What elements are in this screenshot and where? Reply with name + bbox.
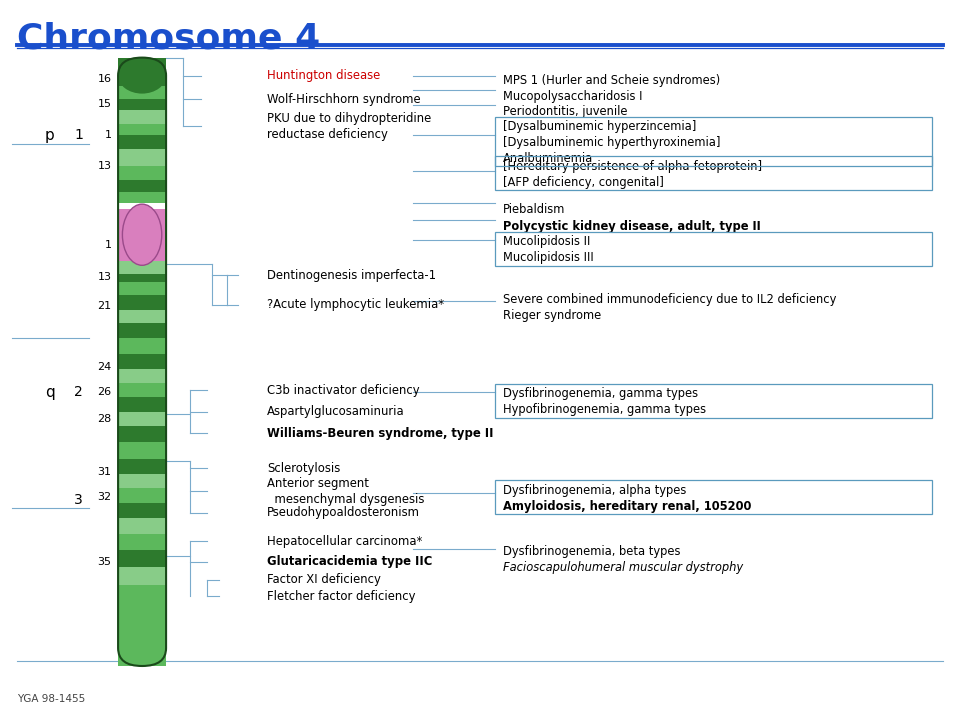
Text: 35: 35 bbox=[97, 557, 111, 567]
Bar bbox=[118, 442, 166, 459]
Text: [Hereditary persistence of alpha-fetoprotein]: [Hereditary persistence of alpha-fetopro… bbox=[503, 160, 762, 173]
Text: Aspartylglucosaminuria: Aspartylglucosaminuria bbox=[267, 405, 404, 418]
Text: 2: 2 bbox=[74, 385, 84, 400]
Bar bbox=[118, 474, 166, 488]
Text: 32: 32 bbox=[97, 492, 111, 502]
Text: 1: 1 bbox=[105, 130, 111, 140]
Bar bbox=[118, 166, 166, 180]
Text: Sclerotylosis: Sclerotylosis bbox=[267, 462, 340, 474]
Text: Pseudohypoaldosteronism: Pseudohypoaldosteronism bbox=[267, 506, 420, 519]
Bar bbox=[118, 383, 166, 397]
Bar bbox=[495, 480, 932, 514]
Text: 31: 31 bbox=[97, 467, 111, 477]
Text: Periodontitis, juvenile: Periodontitis, juvenile bbox=[503, 105, 628, 118]
Text: [Dysalbuminemic hyperthyroxinemia]: [Dysalbuminemic hyperthyroxinemia] bbox=[503, 136, 721, 149]
Text: Rieger syndrome: Rieger syndrome bbox=[503, 309, 601, 322]
Bar bbox=[118, 110, 166, 124]
Text: Analbuminemia: Analbuminemia bbox=[503, 152, 593, 165]
Text: Dentinogenesis imperfecta-1: Dentinogenesis imperfecta-1 bbox=[267, 269, 436, 282]
Bar bbox=[118, 369, 166, 383]
Bar bbox=[118, 397, 166, 412]
Text: YGA 98-1455: YGA 98-1455 bbox=[17, 694, 85, 704]
Text: Polycystic kidney disease, adult, type II: Polycystic kidney disease, adult, type I… bbox=[503, 220, 760, 233]
Bar bbox=[495, 384, 932, 418]
Text: q: q bbox=[45, 385, 55, 400]
Text: [AFP deficiency, congenital]: [AFP deficiency, congenital] bbox=[503, 176, 664, 189]
Text: ?Acute lymphocytic leukemia*: ?Acute lymphocytic leukemia* bbox=[267, 298, 444, 311]
Bar bbox=[118, 135, 166, 149]
Bar bbox=[495, 117, 932, 166]
Ellipse shape bbox=[122, 204, 161, 265]
Text: [Dysalbuminemic hyperzincemia]: [Dysalbuminemic hyperzincemia] bbox=[503, 120, 696, 133]
Text: Hypofibrinogenemia, gamma types: Hypofibrinogenemia, gamma types bbox=[503, 403, 707, 416]
Bar bbox=[118, 99, 166, 110]
Text: 21: 21 bbox=[97, 301, 111, 311]
Text: Anterior segment
  mesenchymal dysgenesis: Anterior segment mesenchymal dysgenesis bbox=[267, 477, 424, 505]
Text: Facioscapulohumeral muscular dystrophy: Facioscapulohumeral muscular dystrophy bbox=[503, 561, 743, 574]
Text: 16: 16 bbox=[97, 74, 111, 84]
Text: 13: 13 bbox=[97, 272, 111, 282]
Text: p: p bbox=[45, 128, 55, 143]
Bar bbox=[118, 338, 166, 354]
Text: C3b inactivator deficiency: C3b inactivator deficiency bbox=[267, 384, 420, 397]
Bar bbox=[118, 274, 166, 282]
Text: Dysfibrinogenemia, beta types: Dysfibrinogenemia, beta types bbox=[503, 545, 681, 558]
Bar bbox=[118, 86, 166, 99]
Ellipse shape bbox=[118, 630, 166, 666]
Text: Hepatocellular carcinoma*: Hepatocellular carcinoma* bbox=[267, 535, 422, 548]
Bar bbox=[118, 488, 166, 503]
Bar bbox=[118, 585, 166, 666]
Bar bbox=[118, 149, 166, 166]
Bar bbox=[118, 412, 166, 426]
Text: Dysfibrinogenemia, gamma types: Dysfibrinogenemia, gamma types bbox=[503, 387, 698, 400]
Ellipse shape bbox=[118, 58, 166, 94]
Text: Wolf-Hirschhorn syndrome: Wolf-Hirschhorn syndrome bbox=[267, 93, 420, 106]
Text: Huntington disease: Huntington disease bbox=[267, 69, 380, 82]
Bar bbox=[118, 209, 166, 261]
Text: Mucolipidosis III: Mucolipidosis III bbox=[503, 251, 594, 264]
Bar bbox=[118, 550, 166, 567]
Text: Piebaldism: Piebaldism bbox=[503, 203, 565, 216]
Text: Chromosome 4: Chromosome 4 bbox=[17, 22, 321, 55]
Bar bbox=[495, 232, 932, 266]
Text: Williams-Beuren syndrome, type II: Williams-Beuren syndrome, type II bbox=[267, 427, 493, 440]
Text: 13: 13 bbox=[97, 161, 111, 171]
Text: Fletcher factor deficiency: Fletcher factor deficiency bbox=[267, 590, 416, 603]
Text: 15: 15 bbox=[97, 99, 111, 109]
Text: 24: 24 bbox=[97, 362, 111, 372]
Bar bbox=[118, 426, 166, 442]
Text: Dysfibrinogenemia, alpha types: Dysfibrinogenemia, alpha types bbox=[503, 484, 686, 497]
Text: Severe combined immunodeficiency due to IL2 deficiency: Severe combined immunodeficiency due to … bbox=[503, 293, 836, 306]
Text: 3: 3 bbox=[74, 493, 84, 508]
Text: Factor XI deficiency: Factor XI deficiency bbox=[267, 573, 381, 586]
Bar bbox=[118, 459, 166, 474]
Bar bbox=[118, 518, 166, 534]
Text: 26: 26 bbox=[97, 387, 111, 397]
Text: Mucopolysaccharidosis I: Mucopolysaccharidosis I bbox=[503, 90, 642, 103]
Bar bbox=[118, 310, 166, 323]
Bar bbox=[118, 261, 166, 274]
Bar bbox=[495, 156, 932, 190]
Bar bbox=[118, 180, 166, 192]
Bar bbox=[118, 282, 166, 295]
Bar bbox=[118, 503, 166, 518]
Text: Mucolipidosis II: Mucolipidosis II bbox=[503, 235, 590, 248]
Bar bbox=[118, 354, 166, 369]
Bar bbox=[118, 124, 166, 135]
Text: 1: 1 bbox=[74, 128, 84, 143]
Bar bbox=[118, 295, 166, 310]
Bar bbox=[118, 58, 166, 86]
Bar bbox=[118, 534, 166, 550]
Bar bbox=[118, 323, 166, 338]
Bar bbox=[118, 192, 166, 203]
Text: MPS 1 (Hurler and Scheie syndromes): MPS 1 (Hurler and Scheie syndromes) bbox=[503, 74, 720, 87]
Text: 1: 1 bbox=[105, 240, 111, 250]
Text: Amyloidosis, hereditary renal, 105200: Amyloidosis, hereditary renal, 105200 bbox=[503, 500, 752, 513]
Text: Glutaricacidemia type IIC: Glutaricacidemia type IIC bbox=[267, 555, 432, 568]
Bar bbox=[118, 567, 166, 585]
Text: 28: 28 bbox=[97, 414, 111, 424]
Text: PKU due to dihydropteridine
reductase deficiency: PKU due to dihydropteridine reductase de… bbox=[267, 112, 431, 140]
